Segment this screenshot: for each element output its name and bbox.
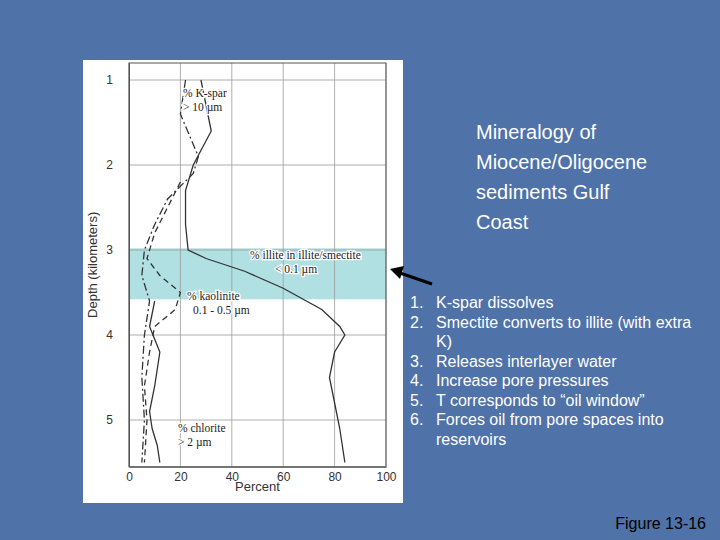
grid-line-x xyxy=(231,63,232,467)
series-label: % kaolinite xyxy=(187,290,240,302)
y-tick: 1 xyxy=(106,73,129,87)
figure-panel xyxy=(83,60,403,503)
grid-line-y xyxy=(129,335,386,336)
figure-caption: Figure 13-16 xyxy=(615,515,706,532)
y-tick-label: 3 xyxy=(106,243,113,257)
background xyxy=(0,0,720,540)
y-tick-label: 4 xyxy=(106,328,113,342)
y-tick: 4 xyxy=(106,328,129,342)
list-item: K-spar dissolves xyxy=(436,294,553,311)
grid-line-y xyxy=(129,165,386,166)
y-tick: 5 xyxy=(106,413,129,427)
x-tick-label: 0 xyxy=(126,470,133,484)
list-item: Smectite converts to illite (with extraK… xyxy=(436,314,691,351)
series-label: % illite in illite/smectite xyxy=(250,249,361,261)
series-line xyxy=(186,80,345,463)
list-number: 3. xyxy=(410,353,423,370)
list-number: 2. xyxy=(410,314,423,331)
x-tick: 0 xyxy=(126,467,133,485)
y-tick: 2 xyxy=(106,158,129,172)
arrow-head xyxy=(390,266,404,279)
highlight-band xyxy=(129,248,386,299)
list-number: 1. xyxy=(410,294,423,311)
list-item: Releases interlayer water xyxy=(436,353,617,370)
series-line xyxy=(150,301,160,463)
title: Mineralogy ofMiocene/Oligocenesediments … xyxy=(476,121,647,233)
x-axis-line xyxy=(130,467,387,468)
y-axis-title: Depth (kilometers) xyxy=(85,212,100,318)
band-layer xyxy=(129,248,386,299)
list-number: 6. xyxy=(410,411,423,428)
list-item: Forces oil from pore spaces intoreservoi… xyxy=(436,411,664,448)
series-label: % K-spar xyxy=(183,87,227,100)
x-tick: 20 xyxy=(174,467,188,485)
y-tick-label: 2 xyxy=(106,158,113,172)
list-number: 5. xyxy=(410,392,423,409)
series-note: 0.1 - 0.5 µm xyxy=(193,304,250,317)
series-line xyxy=(142,80,199,463)
arrow xyxy=(390,266,432,284)
x-tick-label: 80 xyxy=(328,470,342,484)
annotations: % K-spar> 10 µm % illite in illite/smecti… xyxy=(178,87,361,449)
x-tick: 80 xyxy=(328,467,342,485)
x-tick-label: 100 xyxy=(376,470,396,484)
list-item: Increase pore pressures xyxy=(436,372,609,389)
y-tick: 3 xyxy=(106,243,129,257)
grid-line-y xyxy=(129,420,386,421)
x-axis-title: Percent xyxy=(235,479,280,494)
plot-frame xyxy=(129,63,386,467)
y-tick-label: 5 xyxy=(106,413,113,427)
grid-line-x xyxy=(180,63,181,467)
series-label: % chlorite xyxy=(178,422,226,434)
y-axis-line xyxy=(129,64,130,468)
list-number: 4. xyxy=(410,372,423,389)
list-item: T corresponds to “oil window” xyxy=(436,392,645,409)
y-axis: 1 2 3 4 5 xyxy=(106,64,129,468)
grid xyxy=(129,63,386,467)
y-tick-label: 1 xyxy=(106,73,113,87)
series-note: < 0.1 µm xyxy=(275,263,317,276)
series-layer xyxy=(142,80,345,463)
grid-line-y xyxy=(129,80,386,81)
x-tick: 100 xyxy=(376,467,396,485)
series-line xyxy=(144,182,180,463)
series-note: > 10 µm xyxy=(183,101,222,114)
x-tick-label: 20 xyxy=(174,470,188,484)
series-note: > 2 µm xyxy=(178,436,212,449)
arrow-shaft xyxy=(400,273,432,284)
slide: 02040608010012345PercentDepth (kilometer… xyxy=(0,0,720,540)
